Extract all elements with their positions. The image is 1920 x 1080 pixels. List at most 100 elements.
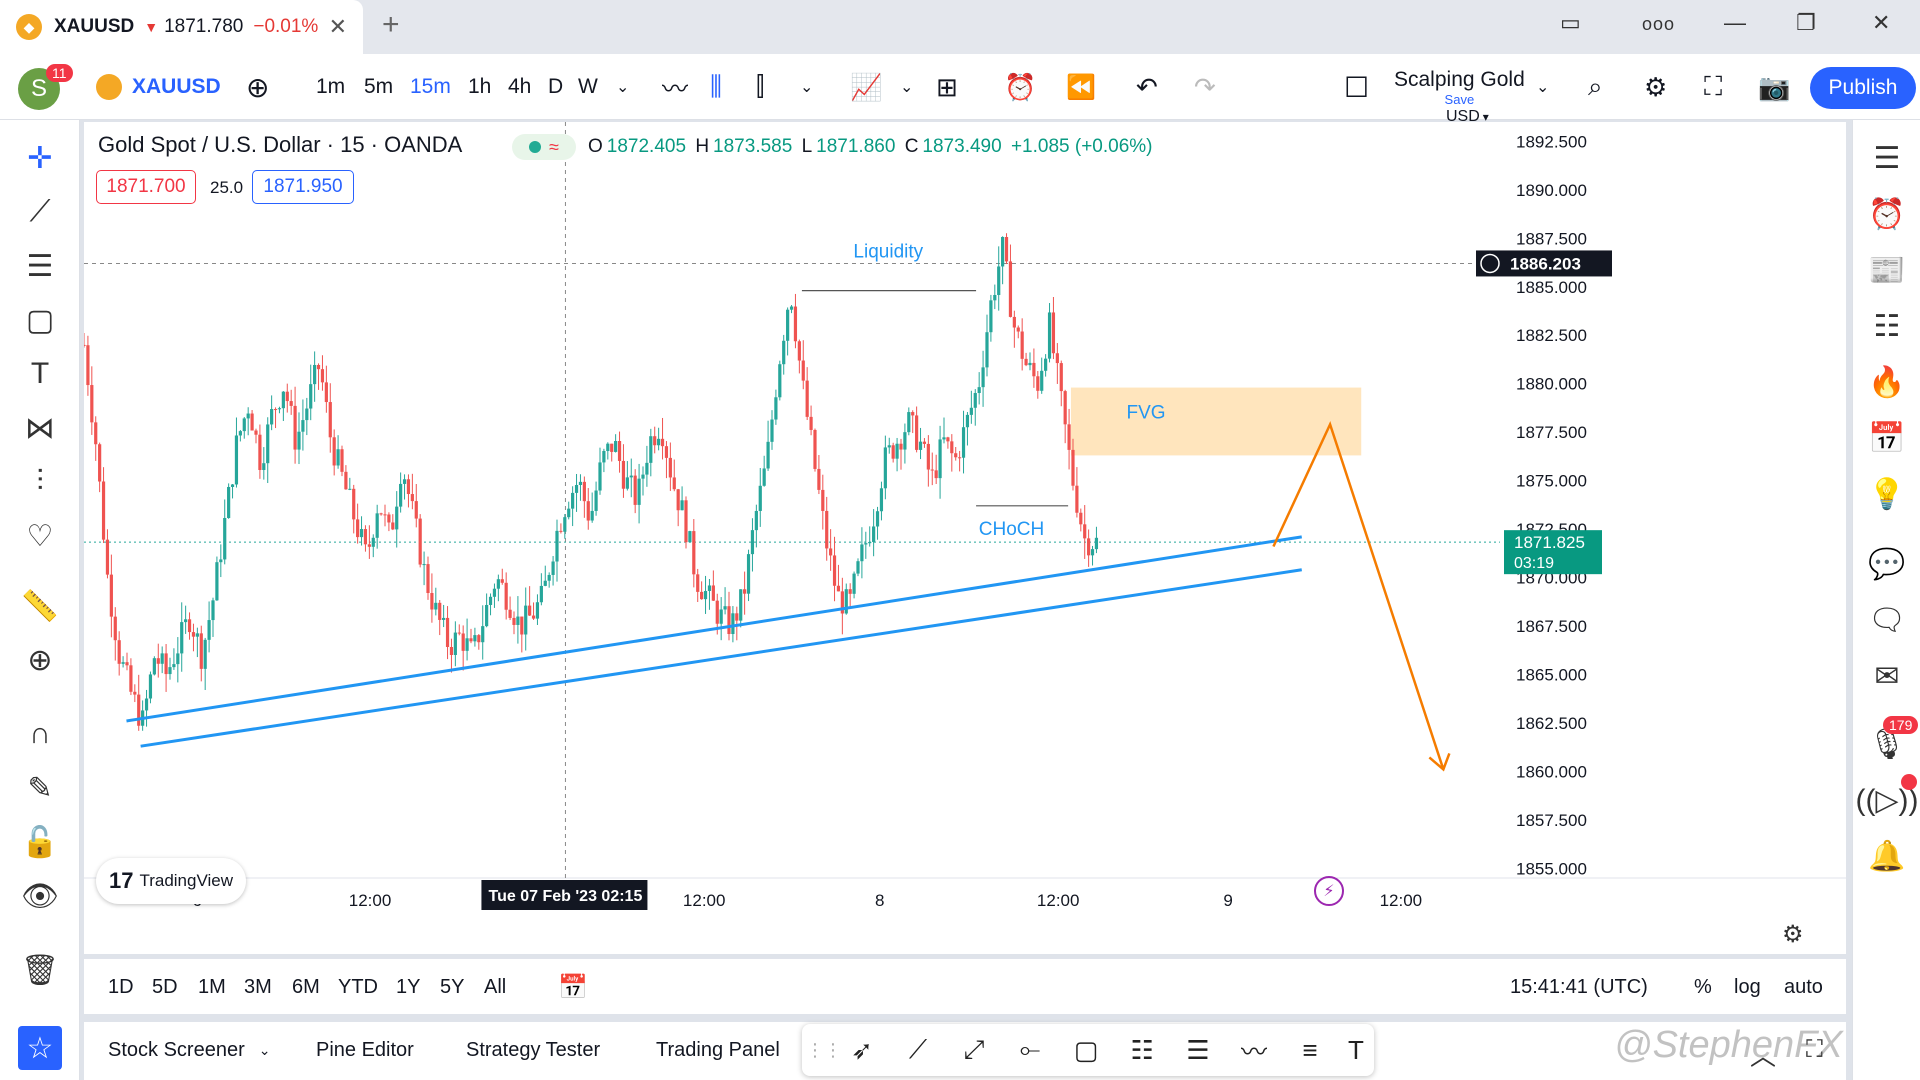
chevron-down-icon[interactable]: ⌄ — [616, 79, 630, 96]
replay-icon[interactable]: ⏪ — [1066, 73, 1096, 101]
range-3m[interactable]: 3M — [244, 975, 272, 998]
maximize-panel-icon[interactable]: ⛶ — [1806, 1036, 1823, 1063]
close-tab-icon[interactable]: ✕ — [328, 14, 347, 39]
fib-icon[interactable]: ☰ — [26, 249, 54, 283]
drag-handle-icon[interactable]: ⋮⋮ — [806, 1039, 842, 1060]
rectangle-tool-icon[interactable]: ▢ — [1073, 1034, 1099, 1065]
range-5y[interactable]: 5Y — [440, 975, 465, 998]
goto-date-icon[interactable]: 📅 — [558, 973, 588, 1001]
trendline-icon[interactable]: ⟋ — [29, 195, 51, 228]
tab-strategy-tester[interactable]: Strategy Tester — [466, 1038, 601, 1061]
symbol-tab[interactable]: ◆ XAUUSD ▼ 1871.780 −0.01% ✕ — [0, 0, 363, 54]
bars-icon[interactable]: ⫿ — [756, 71, 765, 101]
text-tool-icon[interactable]: T — [1348, 1034, 1364, 1065]
minimize-button[interactable]: — — [1724, 10, 1746, 35]
chevron-down-icon[interactable]: ⌄ — [1536, 79, 1550, 96]
log-toggle[interactable]: log — [1734, 975, 1761, 998]
tab-stock-screener[interactable]: Stock Screener ⌄ — [108, 1022, 270, 1078]
hotlist-fire-icon[interactable]: 🔥 — [1868, 365, 1906, 399]
price-chart[interactable]: 1892.500 1890.000 1887.500 1885.000 1882.500… — [82, 122, 1846, 954]
monitor-icon[interactable]: ▭ — [1560, 10, 1581, 35]
interval-1m[interactable]: 1m — [316, 75, 346, 98]
camera-icon[interactable]: 📷 — [1758, 71, 1791, 102]
gear-icon[interactable]: ⚙ — [1644, 71, 1668, 102]
path-tool-icon[interactable]: 〰 — [1240, 1036, 1267, 1067]
range-5d[interactable]: 5D — [152, 975, 178, 998]
chart-pane[interactable]: 1892.500 1890.000 1887.500 1885.000 1882.500… — [82, 108, 1846, 954]
text-icon[interactable]: T — [30, 357, 50, 390]
calendar-icon[interactable]: 📅 — [1868, 421, 1906, 455]
new-tab-button[interactable]: + — [382, 8, 400, 41]
lightning-icon[interactable]: ⚡ — [1314, 876, 1344, 906]
pattern-icon[interactable]: ⋈ — [25, 411, 55, 445]
tab-trading-panel[interactable]: Trading Panel — [656, 1038, 780, 1061]
search-icon[interactable]: ⌕ — [1588, 71, 1603, 101]
market-status-badge[interactable]: ≈ — [512, 134, 576, 160]
axis-settings-gear-icon[interactable]: ⚙ — [1782, 921, 1804, 948]
lines-tool-icon[interactable]: ≡ — [1302, 1034, 1318, 1065]
sell-price-button[interactable]: 1871.700 — [96, 170, 196, 204]
interval-5m[interactable]: 5m — [364, 75, 394, 98]
layout-save[interactable]: Save — [1444, 91, 1475, 107]
close-window-button[interactable]: ✕ — [1872, 10, 1891, 35]
chats-icon[interactable]: 💬 — [1868, 547, 1906, 581]
interval-15m[interactable]: 15m — [410, 75, 451, 98]
favorites-star-icon[interactable]: ☆ — [18, 1026, 62, 1070]
line-chart-icon[interactable]: 〰 — [662, 73, 689, 104]
undo-icon[interactable]: ↶ — [1136, 71, 1158, 102]
watchlist-icon[interactable]: ☰ — [1873, 141, 1901, 175]
alert-clock-icon[interactable]: ⏰ — [1004, 71, 1037, 102]
more-menu-button[interactable]: ooo — [1642, 14, 1676, 34]
alarm-clock-icon[interactable]: ⏰ — [1868, 197, 1906, 231]
indicators-icon[interactable]: 📈 — [850, 71, 883, 102]
maximize-button[interactable]: ❐ — [1796, 10, 1816, 35]
trash-icon[interactable]: 🗑 — [20, 953, 60, 987]
line-tool-icon[interactable]: ⟋ — [908, 1034, 928, 1064]
range-ytd[interactable]: YTD — [338, 975, 378, 998]
auto-toggle[interactable]: auto — [1784, 975, 1823, 998]
news-icon[interactable]: 📰 — [1868, 253, 1906, 287]
utc-clock[interactable]: 15:41:41 (UTC) — [1510, 975, 1648, 998]
symbol-search[interactable]: XAUUSD — [96, 54, 221, 120]
magnet-icon[interactable]: ∩ — [29, 717, 51, 750]
candles-icon[interactable]: ⫼ — [710, 71, 722, 101]
ruler-icon[interactable]: 📏 — [21, 589, 59, 623]
cursor-arrow-icon[interactable]: ➶ — [851, 1034, 873, 1065]
range-1m[interactable]: 1M — [198, 975, 226, 998]
templates-grid-icon[interactable]: ⊞ — [936, 71, 958, 102]
notifications-bell-icon[interactable]: 🔔 — [1868, 839, 1906, 873]
compare-add-icon[interactable]: ⊕ — [246, 71, 270, 103]
lock-icon[interactable]: 🔓 — [21, 825, 59, 859]
data-window-icon[interactable]: ☷ — [1873, 309, 1901, 343]
pencil-lock-icon[interactable]: ✎ — [27, 771, 53, 805]
zoom-in-icon[interactable]: ⊕ — [27, 643, 53, 677]
fib-tool-icon[interactable]: ☰ — [1186, 1034, 1210, 1065]
chevron-down-icon[interactable]: ⌄ — [900, 79, 914, 96]
range-1d[interactable]: 1D — [108, 975, 134, 998]
public-chat-icon[interactable]: 🗨 — [1867, 603, 1907, 637]
channel-tool-icon[interactable]: ☷ — [1130, 1034, 1154, 1065]
range-1y[interactable]: 1Y — [396, 975, 421, 998]
interval-w[interactable]: W — [578, 75, 598, 98]
eye-icon[interactable]: 👁 — [20, 879, 60, 913]
rectangle-icon[interactable]: ▢ — [25, 303, 55, 337]
interval-d[interactable]: D — [548, 75, 564, 98]
interval-4h[interactable]: 4h — [508, 75, 532, 98]
currency-selector[interactable]: USD ▾ — [1446, 108, 1489, 126]
layout-name[interactable]: Scalping Gold Save — [1394, 54, 1525, 120]
ray-tool-icon[interactable]: ⤢ — [963, 1034, 985, 1064]
layout-box-icon[interactable]: ☐ — [1344, 71, 1370, 103]
tab-pine-editor[interactable]: Pine Editor — [316, 1038, 414, 1061]
crosshair-icon[interactable]: ✛ — [27, 141, 53, 175]
publish-button[interactable]: Publish — [1810, 67, 1916, 109]
prediction-icon[interactable]: ⫶ — [36, 465, 44, 498]
messages-icon[interactable]: ✉ — [1874, 659, 1900, 693]
percent-toggle[interactable]: % — [1694, 975, 1712, 998]
range-6m[interactable]: 6M — [292, 975, 320, 998]
horizontal-line-icon[interactable]: ⟜ — [1019, 1034, 1041, 1064]
redo-icon[interactable]: ↷ — [1194, 71, 1216, 102]
buy-price-button[interactable]: 1871.950 — [252, 170, 354, 204]
range-all[interactable]: All — [484, 975, 507, 998]
collapse-chevron-icon[interactable]: ︿ — [1750, 1041, 1777, 1071]
chevron-down-icon[interactable]: ⌄ — [800, 79, 814, 96]
